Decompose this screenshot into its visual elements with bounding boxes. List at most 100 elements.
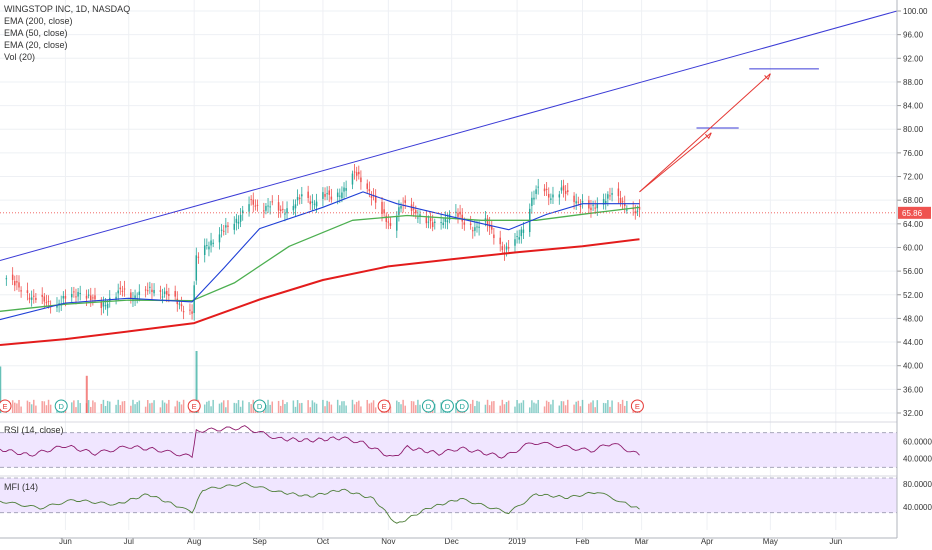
volume-bar (309, 407, 312, 413)
volume-bar (220, 402, 223, 413)
candle-body (385, 215, 387, 222)
rsi-legend: RSI (14, close) (4, 425, 64, 435)
candle-body (531, 197, 533, 207)
volume-bar (478, 401, 480, 413)
candle-body (203, 245, 206, 255)
y-tick-label: 64.00 (903, 220, 924, 229)
volume-bar (134, 404, 136, 413)
y-tick-label: 88.00 (903, 78, 924, 87)
volume-bar (100, 403, 103, 413)
volume-bar (566, 399, 569, 413)
ema20-legend: EMA (20, close) (4, 40, 68, 50)
candle-body (617, 188, 620, 197)
volume-bar (30, 404, 33, 413)
candle-body (94, 295, 96, 300)
y-tick-label: 56.00 (903, 267, 924, 276)
last-price-label: 65.86 (902, 209, 923, 218)
volume-bar (119, 405, 122, 413)
volume-bar (168, 399, 170, 413)
volume-bar (370, 402, 373, 413)
ema50-line (0, 206, 640, 312)
candle-body (225, 225, 227, 228)
volume-bar (176, 400, 179, 413)
candle-body (30, 297, 33, 300)
volume-bar (400, 404, 402, 413)
volume-bar (491, 401, 493, 413)
volume-bar (282, 399, 284, 413)
volume-bar (138, 400, 141, 413)
volume-bar (533, 402, 535, 413)
volume-bar (476, 400, 478, 413)
candle-body (77, 291, 79, 297)
x-tick-label: Jun (59, 537, 72, 546)
x-tick-label: Nov (381, 537, 395, 546)
earnings-marker-label: E (2, 402, 7, 411)
volume-bar (368, 403, 371, 413)
volume-legend: Vol (20) (4, 52, 36, 62)
volume-bar (573, 404, 575, 413)
candle-body (417, 217, 419, 219)
candle-body (58, 303, 60, 305)
y-tick-label: 80.00 (903, 125, 924, 134)
volume-bar (77, 400, 79, 413)
volume-bar (564, 405, 567, 413)
candle-body (296, 196, 299, 201)
volume-spike (195, 351, 198, 413)
volume-bar (389, 406, 392, 413)
candle-body (474, 227, 476, 231)
candle-body (592, 204, 594, 206)
candle-body (298, 197, 301, 200)
candle-body (284, 213, 286, 215)
volume-bar (212, 399, 214, 413)
volume-bar (520, 402, 523, 413)
candle-body (256, 204, 259, 206)
candle-body (387, 221, 390, 223)
volume-bar (558, 405, 561, 413)
volume-bar (16, 403, 18, 413)
volume-bar (233, 402, 236, 413)
candle-body (425, 217, 428, 224)
volume-bar (579, 406, 582, 413)
projection-arrow-head (764, 73, 771, 81)
volume-bar (484, 404, 487, 413)
candle-body (491, 225, 493, 230)
volume-bar (277, 400, 280, 413)
candle-body (269, 206, 271, 208)
candle-body (5, 278, 8, 280)
dividend-marker-label: D (58, 402, 64, 411)
candle-body (163, 291, 166, 294)
candle-body (573, 195, 575, 203)
volume-bar (351, 399, 354, 413)
candle-body (35, 297, 37, 300)
volume-bar (227, 400, 229, 413)
x-tick-label: Mar (635, 537, 649, 546)
candle-body (336, 192, 339, 197)
candle-body (307, 191, 309, 198)
candle-body (566, 190, 569, 193)
candle-body (218, 234, 221, 243)
candle-body (315, 201, 318, 207)
candle-body (71, 293, 73, 298)
candle-body (427, 221, 430, 223)
candle-body (537, 186, 539, 188)
earnings-marker-label: E (192, 402, 197, 411)
volume-bar (130, 405, 132, 413)
candle-body (345, 188, 347, 191)
volume-bar (537, 399, 539, 413)
ema200-line (0, 238, 640, 346)
candle-body (85, 295, 88, 299)
volume-bar (607, 400, 609, 413)
candle-body (271, 201, 274, 203)
candle-body (208, 246, 210, 250)
volume-bar (472, 399, 474, 413)
candle-body (596, 203, 599, 209)
candle-body (611, 193, 613, 195)
candle-body (415, 210, 417, 214)
volume-bar (412, 401, 415, 413)
candle-body (446, 220, 449, 223)
candle-body (16, 281, 18, 283)
volume-bar (503, 404, 506, 413)
volume-bar (516, 399, 518, 413)
candle-body (469, 223, 472, 225)
